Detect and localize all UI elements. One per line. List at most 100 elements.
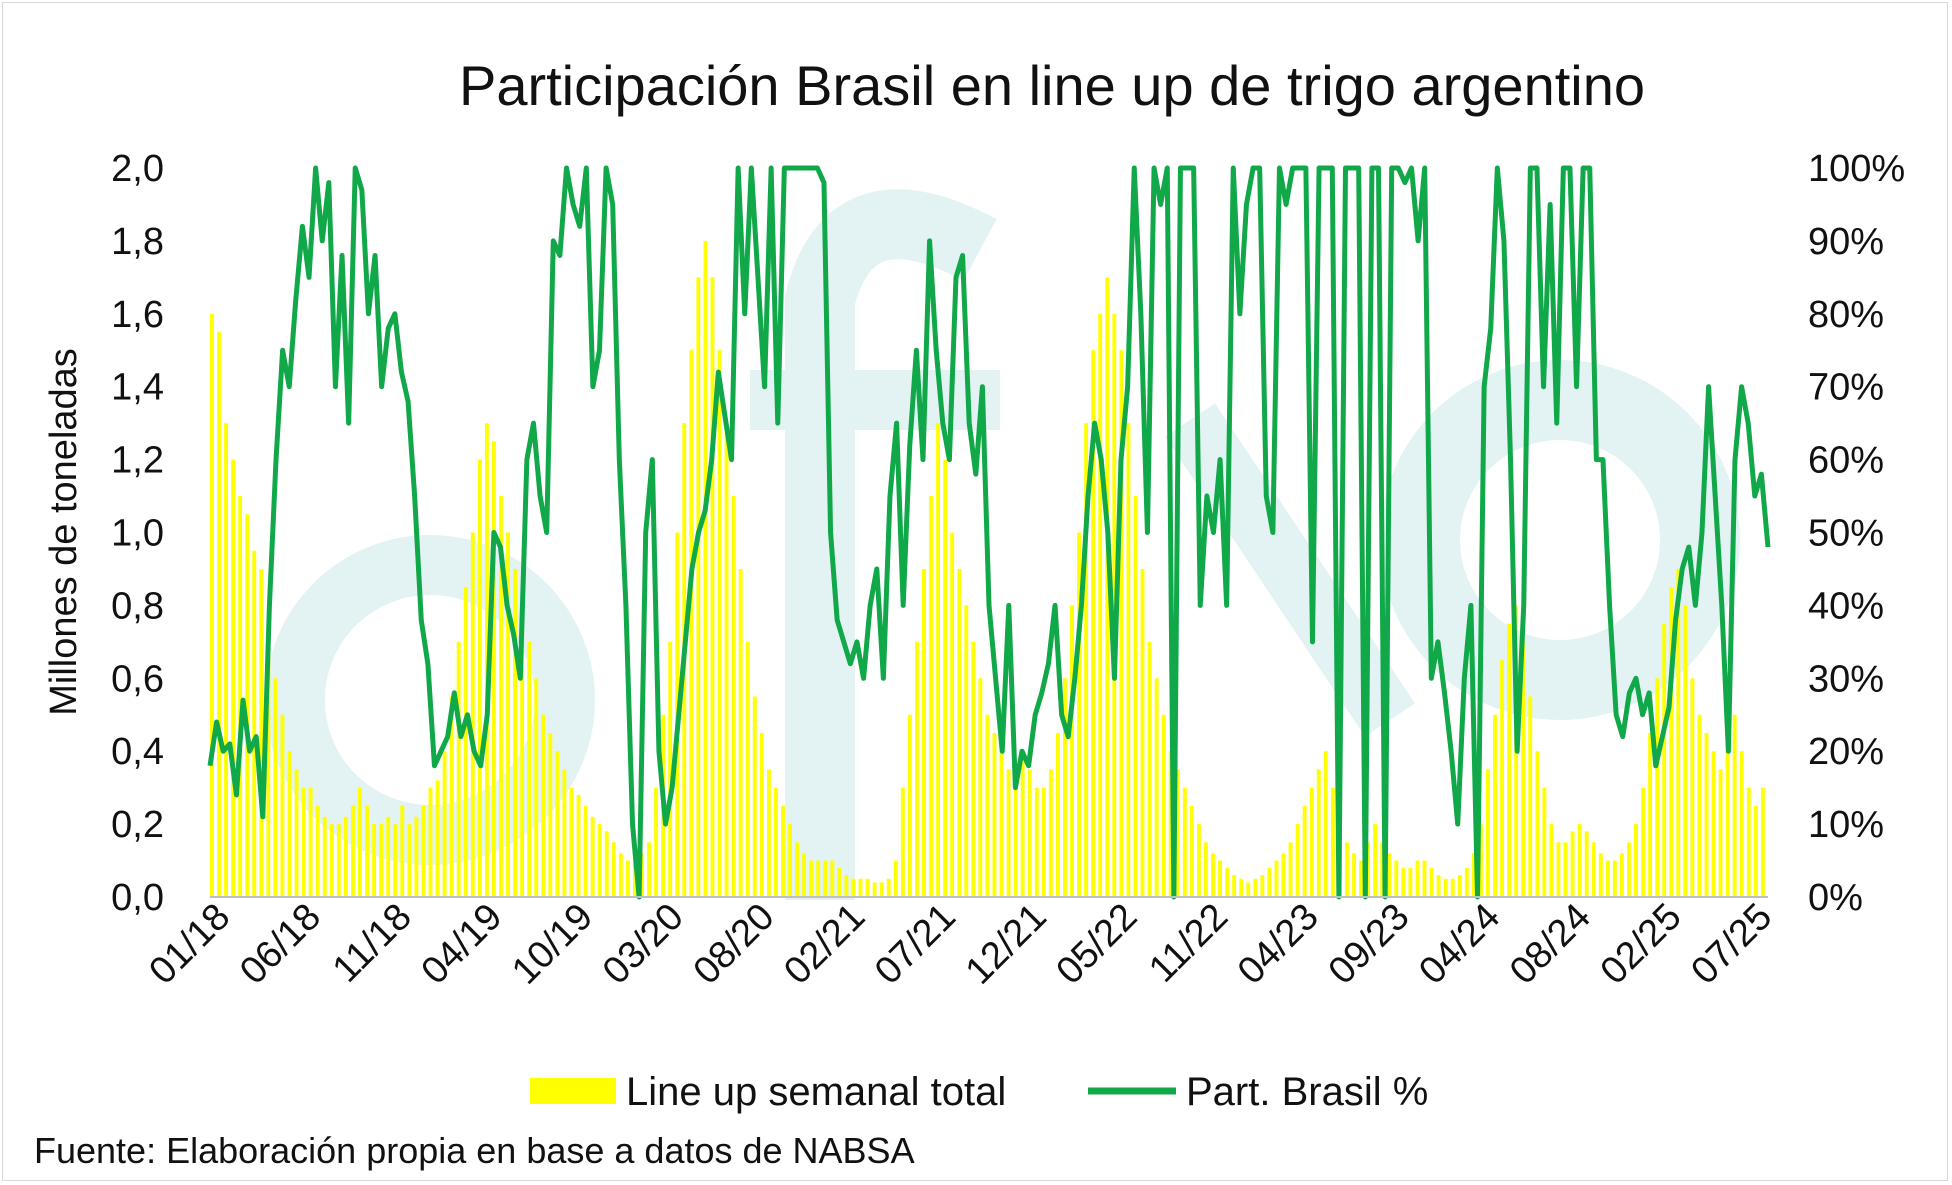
bar	[527, 641, 532, 897]
bar	[922, 568, 926, 897]
bar	[978, 678, 983, 897]
bar	[1746, 787, 1751, 897]
bar	[788, 824, 792, 897]
y-tick-left: 1,6	[111, 294, 164, 336]
bar	[1725, 732, 1730, 897]
bar	[1401, 867, 1406, 897]
bar	[569, 787, 574, 897]
bar	[273, 678, 278, 897]
y-tick-right: 70%	[1808, 367, 1884, 409]
y-tick-right: 40%	[1808, 585, 1884, 627]
y-axis-right-ticks: 0% 10% 20% 30% 40% 50% 60% 70% 80% 90% 100%	[1808, 148, 1905, 919]
bar	[1415, 860, 1420, 897]
bar	[1126, 423, 1131, 897]
y-tick-right: 30%	[1808, 658, 1884, 700]
y-tick-left: 0,2	[111, 804, 164, 846]
bar	[294, 769, 299, 897]
bar	[259, 568, 264, 897]
bar	[322, 816, 327, 897]
bar	[738, 568, 743, 897]
bar	[1457, 875, 1462, 897]
bar	[1246, 882, 1251, 897]
bar	[1528, 696, 1533, 897]
bar	[1281, 853, 1286, 897]
bar	[1591, 842, 1596, 897]
bar	[914, 641, 919, 897]
bar	[1627, 842, 1631, 897]
bar	[879, 882, 884, 897]
bar	[1394, 860, 1399, 897]
bar	[907, 714, 912, 897]
x-axis-ticks: 01/1806/1811/1804/1910/1903/2008/2002/21…	[141, 896, 1780, 993]
legend: Line up semanal total Part. Brasil %	[530, 1070, 1428, 1114]
bar	[1274, 860, 1279, 897]
bar	[1140, 568, 1145, 897]
bar	[1753, 805, 1758, 898]
bar	[1634, 824, 1638, 897]
x-tick: 04/24	[1411, 896, 1508, 993]
bar	[1189, 805, 1194, 898]
x-tick: 04/19	[414, 896, 511, 993]
bar	[844, 875, 849, 897]
y-tick-right: 80%	[1808, 294, 1884, 336]
bar	[1563, 842, 1568, 897]
bar	[1027, 769, 1032, 897]
line-series	[207, 165, 1771, 900]
bar	[1013, 769, 1018, 897]
bar	[407, 824, 412, 897]
bar	[548, 732, 553, 897]
bar	[421, 805, 426, 898]
bar	[1380, 842, 1385, 897]
bar	[562, 769, 567, 897]
bar	[773, 787, 778, 897]
bar	[816, 860, 821, 897]
x-tick: 02/21	[776, 896, 873, 993]
bar	[1464, 867, 1469, 897]
y-tick-left: 2,0	[111, 148, 164, 190]
bar	[632, 860, 637, 897]
bar	[1048, 769, 1053, 897]
bar	[1182, 787, 1187, 897]
bar	[1676, 568, 1681, 897]
bar	[1535, 751, 1540, 897]
x-tick: 07/25	[1683, 896, 1780, 993]
y-tick-left: 0,6	[111, 658, 164, 700]
bar	[625, 860, 630, 897]
bar	[1253, 878, 1258, 897]
bar	[287, 751, 292, 897]
bar	[1239, 878, 1244, 897]
bar	[886, 878, 891, 897]
line-part-brasil	[207, 165, 1771, 900]
x-tick: 06/18	[232, 896, 329, 993]
bar	[315, 805, 320, 898]
bar	[1330, 787, 1335, 897]
y-tick-left: 1,2	[111, 440, 164, 482]
bar	[992, 732, 997, 897]
bar	[1302, 805, 1307, 898]
y-tick-left: 0,0	[111, 877, 164, 919]
bar	[1711, 751, 1716, 897]
bar	[654, 787, 659, 897]
bar	[1204, 842, 1208, 897]
y-tick-right: 90%	[1808, 221, 1884, 263]
bar	[703, 240, 708, 897]
bar	[1478, 824, 1483, 897]
y-tick-right: 60%	[1808, 440, 1884, 482]
bar	[280, 714, 285, 897]
x-tick: 05/22	[1049, 896, 1146, 993]
x-tick: 08/20	[686, 896, 783, 993]
bar	[477, 459, 482, 897]
bar	[766, 769, 771, 897]
y-axis-label: Millones de toneladas	[43, 348, 85, 716]
bar	[1500, 660, 1504, 897]
bar	[668, 641, 673, 897]
bar	[590, 816, 595, 897]
bar	[943, 459, 948, 897]
bar	[1450, 878, 1455, 897]
bar	[1598, 853, 1603, 897]
bar	[1105, 277, 1110, 898]
bar	[308, 787, 313, 897]
bar	[1147, 641, 1152, 897]
bar	[1006, 769, 1011, 897]
